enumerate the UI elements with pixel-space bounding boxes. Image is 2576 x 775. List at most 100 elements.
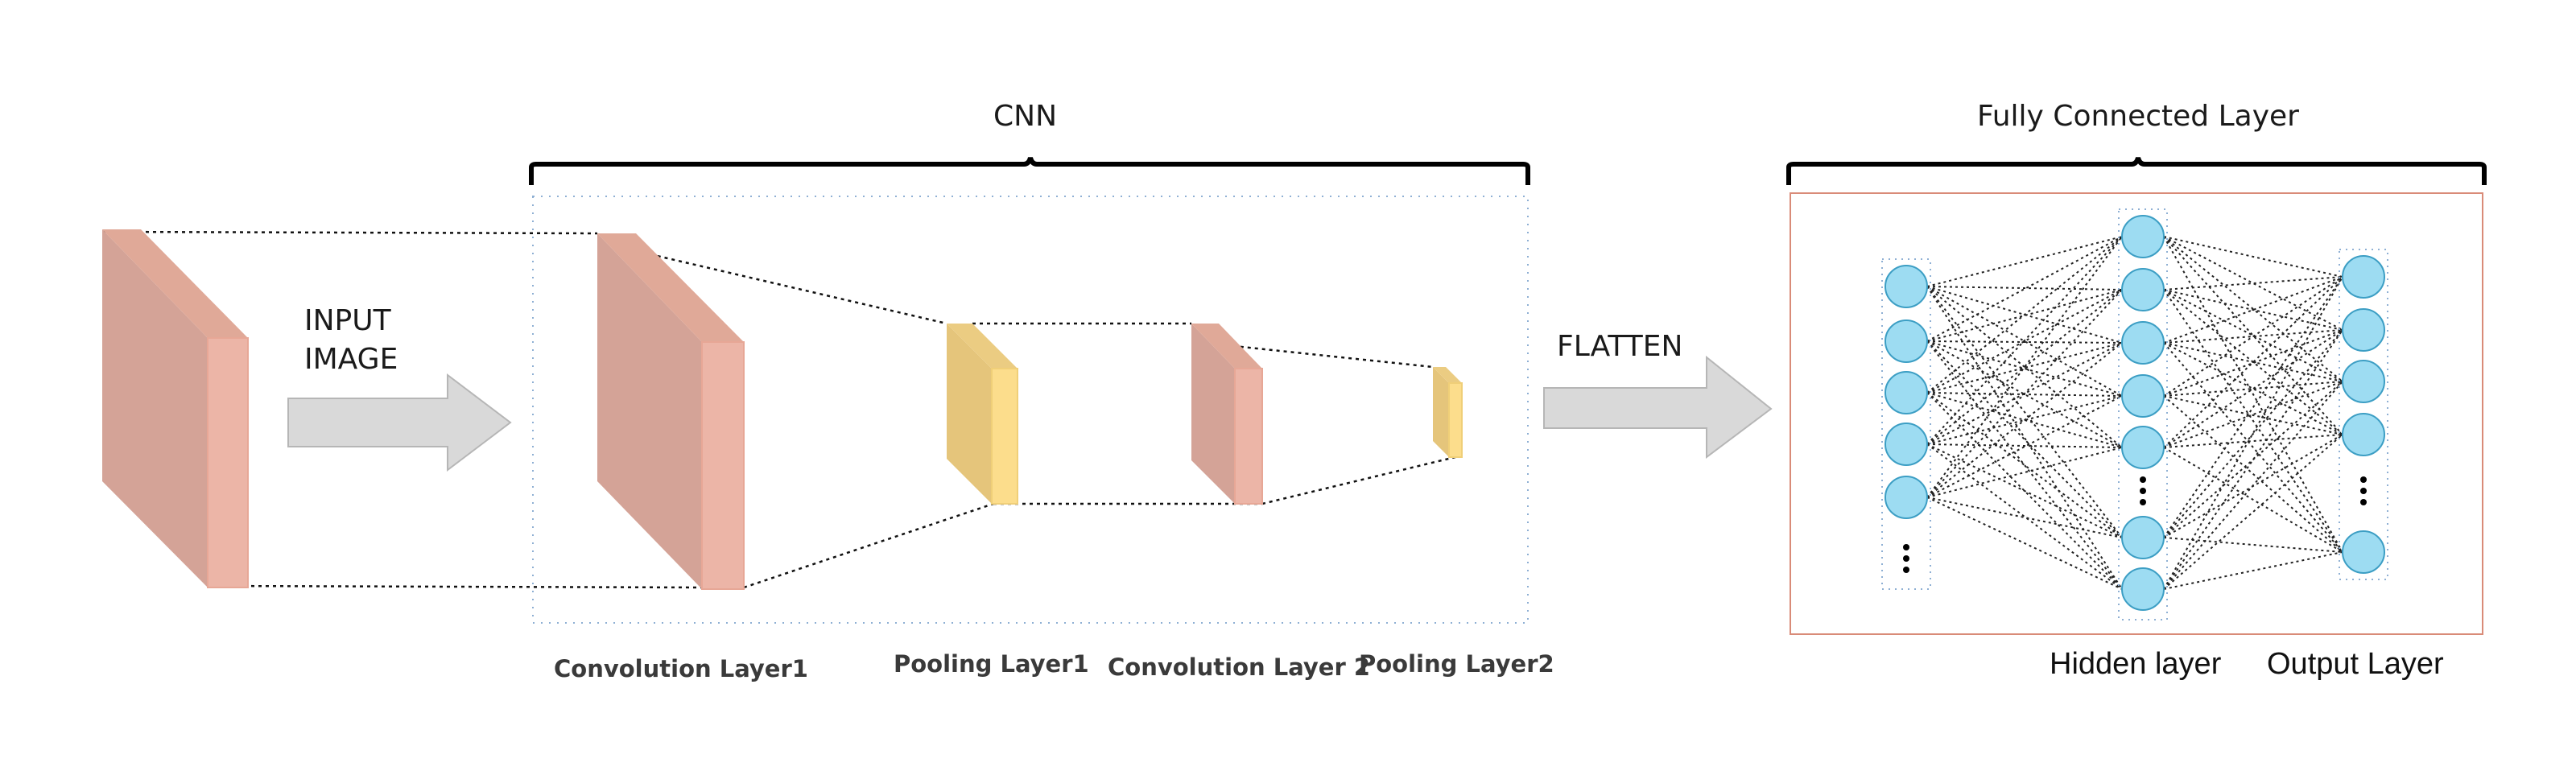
nn-connection xyxy=(1926,286,2123,590)
nn-connection xyxy=(2163,434,2343,448)
nn-connection xyxy=(2163,276,2343,448)
nn-connection xyxy=(1926,236,2123,445)
hidden-neuron xyxy=(2121,321,2165,365)
nn-connection xyxy=(1926,340,2123,590)
nn-connection xyxy=(1926,497,2123,590)
flatten-arrow xyxy=(1543,355,1773,459)
nn-connection xyxy=(1926,443,2123,538)
nn-connection xyxy=(2163,551,2343,590)
conv1-block xyxy=(597,233,745,590)
nn-connection xyxy=(2163,447,2343,553)
output-neuron xyxy=(2342,360,2385,403)
output-neuron xyxy=(2342,308,2385,352)
nn-connection xyxy=(1926,443,2123,590)
hidden-layer-column xyxy=(2118,208,2168,620)
nn-connection xyxy=(2163,276,2343,397)
nn-connection xyxy=(2163,342,2343,553)
cnn-region-box xyxy=(532,196,1529,624)
nn-column-boxes xyxy=(1881,208,2388,620)
nn-connection xyxy=(2163,329,2343,344)
output-neuron xyxy=(2342,413,2385,456)
input-arrow-label-line2: IMAGE xyxy=(304,343,398,376)
nn-connection xyxy=(1926,342,2123,498)
nn-connection xyxy=(2163,329,2343,590)
nn-connection xyxy=(1926,289,2123,445)
hidden-neuron xyxy=(2121,516,2165,559)
input-arrow-label-line1: INPUT xyxy=(304,304,391,337)
nn-connection xyxy=(1926,392,2123,590)
pool2-label: Pooling Layer2 xyxy=(1359,650,1554,678)
nn-connection xyxy=(1926,392,2123,538)
hidden-neuron xyxy=(2121,268,2165,311)
fc-title: Fully Connected Layer xyxy=(1977,100,2299,133)
pool1-label: Pooling Layer1 xyxy=(894,650,1089,678)
nn-connection xyxy=(2163,289,2343,331)
nn-connection xyxy=(2163,276,2343,291)
nn-connection xyxy=(1926,286,2123,291)
nn-neurons xyxy=(1885,215,2385,611)
input-neuron xyxy=(1885,423,1928,466)
input-neuron xyxy=(1885,319,1928,363)
nn-connection xyxy=(1926,443,2123,448)
nn-connection xyxy=(2163,329,2343,448)
output-neuron xyxy=(2342,255,2385,299)
input-neuron xyxy=(1885,265,1928,308)
nn-connections xyxy=(1926,236,2343,590)
nn-connection xyxy=(1926,286,2123,538)
hidden-ellipsis xyxy=(2140,476,2146,505)
input-neuron xyxy=(1885,371,1928,414)
output-neuron xyxy=(2342,530,2385,574)
nn-connection xyxy=(1926,236,2123,287)
nn-connection xyxy=(1926,286,2123,397)
nn-connection xyxy=(2163,276,2343,344)
nn-connection xyxy=(1926,340,2123,538)
nn-connection xyxy=(2163,289,2343,553)
nn-connection xyxy=(1926,289,2123,498)
projection-lines xyxy=(101,230,1463,589)
hidden-neuron xyxy=(2121,426,2165,469)
nn-connection xyxy=(2163,329,2343,397)
hidden-neuron xyxy=(2121,567,2165,611)
conv2-label: Convolution Layer 2 xyxy=(1108,653,1371,681)
nn-connection xyxy=(2163,381,2343,397)
input-image-block xyxy=(102,229,249,588)
input-ellipsis xyxy=(1903,544,1909,573)
flatten-label: FLATTEN xyxy=(1557,330,1683,363)
nn-connection xyxy=(2163,329,2343,538)
hidden-neuron xyxy=(2121,215,2165,258)
nn-connection xyxy=(1926,342,2123,394)
nn-connection xyxy=(2163,236,2343,331)
output-ellipsis xyxy=(2360,476,2367,505)
fc-region-box xyxy=(1790,192,2483,635)
hidden-neuron xyxy=(2121,374,2165,418)
nn-connection xyxy=(2163,236,2343,553)
nn-connection xyxy=(2163,342,2343,382)
nn-connection xyxy=(2163,236,2343,278)
conv2-block xyxy=(1191,324,1263,505)
hidden-layer-label: Hidden layer xyxy=(2050,647,2222,681)
cnn-brace xyxy=(529,157,1530,185)
nn-connection xyxy=(2163,395,2343,553)
input-layer-column xyxy=(1881,258,1931,590)
nn-connection xyxy=(2163,381,2343,448)
nn-connection xyxy=(1926,236,2123,498)
nn-connection xyxy=(1926,497,2123,538)
nn-connection xyxy=(2163,276,2343,538)
nn-connection xyxy=(1926,340,2123,344)
nn-connection xyxy=(2163,381,2343,590)
nn-connection xyxy=(2163,381,2343,538)
output-layer-label: Output Layer xyxy=(2267,647,2444,681)
cnn-title: CNN xyxy=(993,100,1057,133)
fc-brace xyxy=(1786,157,2487,185)
input-arrow xyxy=(287,373,512,472)
nn-connection xyxy=(2163,434,2343,590)
nn-connection xyxy=(2163,537,2343,553)
nn-connection xyxy=(2163,395,2343,435)
pool2-block xyxy=(1433,367,1463,458)
output-layer-column xyxy=(2339,249,2388,580)
input-neuron xyxy=(1885,476,1928,519)
conv1-label: Convolution Layer1 xyxy=(554,655,808,682)
pool1-block xyxy=(947,324,1018,505)
nn-connection xyxy=(2163,276,2343,590)
